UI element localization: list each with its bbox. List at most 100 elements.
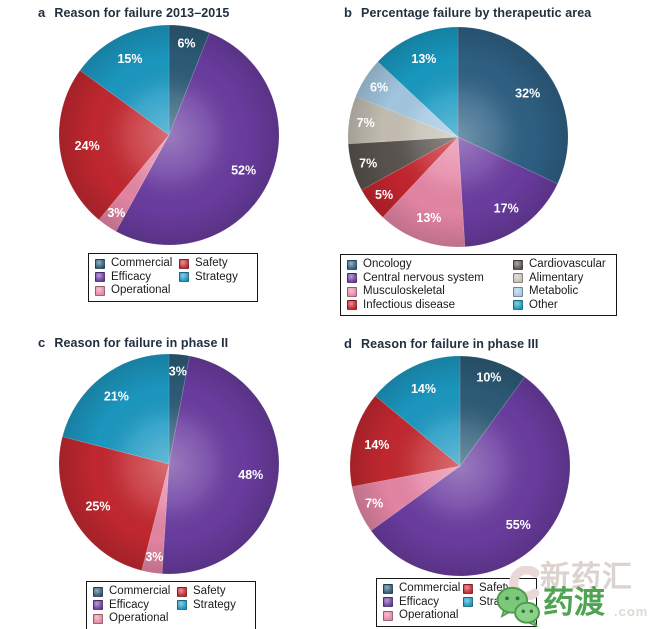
pie-shading-overlay xyxy=(350,356,570,576)
pie-shading-overlay xyxy=(59,354,279,574)
legend-label: Safety xyxy=(195,257,228,269)
legend-a: Commercial Efficacy Operational Safety Strat… xyxy=(88,253,258,302)
legend-label: Strategy xyxy=(479,595,522,608)
legend-item-efficacy: Efficacy xyxy=(383,596,463,610)
panel-d-letter: d xyxy=(344,336,353,351)
legend-label: Efficacy xyxy=(111,270,152,283)
legend-swatch xyxy=(95,258,105,269)
legend-label: Commercial xyxy=(111,257,173,269)
legend-label: Central nervous system xyxy=(363,271,484,284)
legend-swatch xyxy=(177,586,187,597)
legend-column: Safety Strategy xyxy=(463,582,522,609)
legend-swatch xyxy=(463,597,473,608)
slice-label: 15% xyxy=(117,52,142,66)
legend-swatch xyxy=(179,258,189,269)
slice-label: 13% xyxy=(416,211,441,225)
pie-shading-overlay xyxy=(59,25,279,245)
legend-swatch xyxy=(93,613,103,624)
legend-label: Metabolic xyxy=(529,285,579,297)
legend-swatch xyxy=(383,610,393,621)
legend-item-oncology: Oncology xyxy=(347,258,513,272)
legend-item-central-nervous-system: Central nervous system xyxy=(347,272,513,286)
slice-label: 7% xyxy=(365,497,383,511)
legend-swatch xyxy=(95,272,105,283)
legend-item-other: Other xyxy=(513,299,606,313)
legend-item-infectious-disease: Infectious disease xyxy=(347,299,513,313)
legend-swatch xyxy=(513,300,523,311)
pie-chart-d: 10% 55% 7% 14% 14% xyxy=(349,355,571,577)
legend-column: Cardiovascular Alimentary Metabolic Other xyxy=(513,258,606,312)
legend-label: Operational xyxy=(111,284,171,296)
panel-d-title: d Reason for failure in phase III xyxy=(344,336,539,351)
slice-label: 24% xyxy=(75,139,100,153)
legend-item-strategy: Strategy xyxy=(463,596,522,610)
legend-item-efficacy: Efficacy xyxy=(93,599,177,613)
legend-swatch xyxy=(347,259,357,270)
legend-b: Oncology Central nervous system Musculoske… xyxy=(340,254,617,316)
legend-column: Commercial Efficacy Operational xyxy=(93,585,177,626)
legend-label: Commercial xyxy=(399,582,461,594)
legend-item-efficacy: Efficacy xyxy=(95,271,179,285)
legend-d: Commercial Efficacy Operational Safety Strat… xyxy=(376,578,537,627)
legend-swatch xyxy=(95,285,105,296)
legend-item-safety: Safety xyxy=(177,585,236,599)
legend-swatch xyxy=(513,273,523,284)
panel-a-letter: a xyxy=(38,5,46,20)
legend-swatch xyxy=(93,586,103,597)
legend-column: Commercial Efficacy Operational xyxy=(95,257,179,298)
slice-label: 25% xyxy=(85,500,110,514)
panel-a-title-text: Reason for failure 2013–2015 xyxy=(54,6,230,20)
slice-label: 13% xyxy=(411,52,436,66)
panel-a-title: a Reason for failure 2013–2015 xyxy=(38,5,229,20)
legend-swatch xyxy=(383,583,393,594)
legend-item-commercial: Commercial xyxy=(383,582,463,596)
legend-swatch xyxy=(513,286,523,297)
legend-column: Safety Strategy xyxy=(179,257,238,284)
pie-shading-overlay xyxy=(348,27,568,247)
legend-column: Safety Strategy xyxy=(177,585,236,612)
legend-swatch xyxy=(177,600,187,611)
legend-item-alimentary: Alimentary xyxy=(513,272,606,286)
slice-label: 21% xyxy=(104,390,129,404)
legend-swatch xyxy=(347,286,357,297)
slice-label: 6% xyxy=(177,37,195,51)
panel-c-title-text: Reason for failure in phase II xyxy=(54,336,229,350)
legend-item-safety: Safety xyxy=(463,582,522,596)
legend-label: Safety xyxy=(193,585,226,597)
watermark-bottom-text: 药渡 xyxy=(543,585,605,620)
legend-label: Strategy xyxy=(195,270,238,283)
legend-column: Commercial Efficacy Operational xyxy=(383,582,463,623)
panel-c-title: c Reason for failure in phase II xyxy=(38,335,228,350)
slice-label: 14% xyxy=(411,382,436,396)
legend-swatch xyxy=(93,600,103,611)
legend-item-metabolic: Metabolic xyxy=(513,285,606,299)
legend-label: Commercial xyxy=(109,585,171,597)
legend-column: Oncology Central nervous system Musculoske… xyxy=(347,258,513,312)
legend-label: Alimentary xyxy=(529,271,584,284)
legend-label: Oncology xyxy=(363,258,412,270)
legend-item-strategy: Strategy xyxy=(179,271,238,285)
legend-label: Operational xyxy=(109,612,169,624)
legend-label: Cardiovascular xyxy=(529,258,606,270)
legend-label: Musculoskeletal xyxy=(363,285,445,297)
legend-label: Efficacy xyxy=(399,595,440,608)
slice-label: 5% xyxy=(375,188,393,202)
legend-swatch xyxy=(463,583,473,594)
watermark-suffix-text: .com xyxy=(614,604,649,619)
legend-c: Commercial Efficacy Operational Safety Strat… xyxy=(86,581,256,629)
legend-item-cardiovascular: Cardiovascular xyxy=(513,258,606,272)
panel-b-letter: b xyxy=(344,5,353,20)
legend-swatch xyxy=(383,597,393,608)
legend-item-strategy: Strategy xyxy=(177,599,236,613)
legend-item-operational: Operational xyxy=(383,609,463,623)
panel-d-title-text: Reason for failure in phase III xyxy=(361,337,539,351)
pie-chart-a: 6% 52% 3% 24% 15% xyxy=(58,24,280,246)
slice-label: 32% xyxy=(515,86,540,100)
slice-label: 55% xyxy=(506,518,531,532)
slice-label: 10% xyxy=(476,371,501,385)
legend-item-commercial: Commercial xyxy=(93,585,177,599)
slice-label: 3% xyxy=(107,206,125,220)
slice-label: 3% xyxy=(169,364,187,378)
legend-label: Other xyxy=(529,298,558,311)
